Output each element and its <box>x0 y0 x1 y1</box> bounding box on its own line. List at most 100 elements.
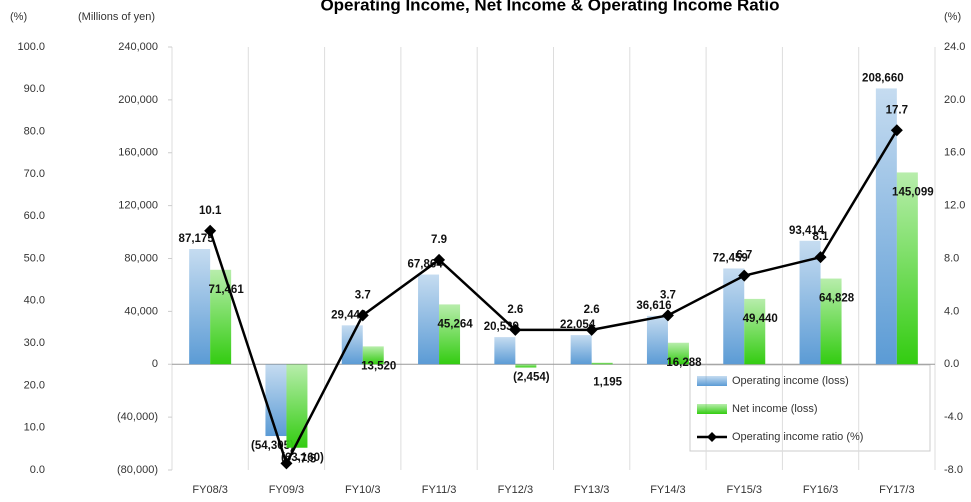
x-tick-label: FY13/3 <box>574 484 609 496</box>
value-label: 145,099 <box>892 186 934 198</box>
y2-tick-label: 20.0 <box>944 94 965 106</box>
y-tick-label: 200,000 <box>118 94 158 106</box>
legend-label: Net income (loss) <box>732 403 818 415</box>
x-tick-label: FY09/3 <box>269 484 304 496</box>
value-label: 29,443 <box>331 309 366 321</box>
value-label: 72,459 <box>713 252 748 264</box>
x-tick-label: FY16/3 <box>803 484 838 496</box>
y-tick-label: (80,000) <box>117 464 158 476</box>
value-label: 3.7 <box>355 289 371 301</box>
x-tick-label: FY14/3 <box>650 484 685 496</box>
y2-axis-label: (%) <box>944 11 961 23</box>
y3-tick-label: 90.0 <box>24 83 45 95</box>
y3-tick-label: 40.0 <box>24 295 45 307</box>
value-label: 16,288 <box>666 357 702 369</box>
marker <box>356 309 369 322</box>
value-label: 22,054 <box>560 319 596 331</box>
value-label: 36,616 <box>636 300 671 312</box>
y2-tick-label: 12.0 <box>944 200 965 212</box>
legend-marker <box>707 432 717 442</box>
y2-tick-label: 8.0 <box>944 252 959 264</box>
bar <box>515 364 537 368</box>
bar <box>265 364 287 437</box>
marker <box>814 251 827 264</box>
bar <box>744 298 766 365</box>
value-label: (54,305) <box>251 440 294 452</box>
value-label: 17.7 <box>886 104 908 116</box>
bar <box>286 364 308 448</box>
y3-axis-label: (%) <box>10 11 27 23</box>
marker <box>585 323 598 336</box>
marker <box>738 269 751 282</box>
value-label: 13,520 <box>361 360 396 372</box>
value-label: 7.9 <box>431 234 447 246</box>
y2-tick-label: -4.0 <box>944 411 963 423</box>
y-tick-label: 0 <box>152 358 158 370</box>
x-tick-label: FY11/3 <box>422 484 457 496</box>
value-label: 67,864 <box>407 259 443 271</box>
value-label: 45,264 <box>437 318 473 330</box>
marker <box>509 323 522 336</box>
y3-tick-label: 80.0 <box>24 126 45 138</box>
bar <box>646 315 668 365</box>
value-label: 6.7 <box>736 250 752 262</box>
bar <box>591 362 613 365</box>
marker <box>890 124 903 137</box>
value-label: 2.6 <box>507 304 523 316</box>
y3-tick-label: 20.0 <box>24 379 45 391</box>
x-tick-label: FY12/3 <box>498 484 533 496</box>
legend-swatch <box>697 404 727 414</box>
y-tick-label: 160,000 <box>118 147 158 159</box>
y2-tick-label: 16.0 <box>944 147 965 159</box>
value-label: 71,461 <box>209 284 245 296</box>
bar <box>210 269 232 365</box>
legend-label: Operating income ratio (%) <box>732 431 863 443</box>
y3-tick-label: 70.0 <box>24 168 45 180</box>
value-label: 93,414 <box>789 225 825 237</box>
y3-tick-label: 100.0 <box>17 41 45 53</box>
y2-tick-label: -8.0 <box>944 464 963 476</box>
bar <box>362 346 384 365</box>
y3-tick-label: 0.0 <box>30 464 45 476</box>
bar <box>418 274 440 365</box>
value-label: 2.6 <box>584 304 600 316</box>
bar <box>723 268 745 365</box>
value-label: 10.1 <box>199 205 222 217</box>
bar <box>570 335 592 365</box>
value-label: 8.1 <box>813 231 830 243</box>
marker <box>204 224 217 237</box>
y-tick-label: 80,000 <box>124 252 158 264</box>
y3-tick-label: 50.0 <box>24 252 45 264</box>
x-tick-label: FY17/3 <box>879 484 914 496</box>
y3-tick-label: 60.0 <box>24 210 45 222</box>
y2-tick-label: 24.0 <box>944 41 965 53</box>
value-label: 87,175 <box>179 233 215 245</box>
marker <box>661 309 674 322</box>
bar <box>494 337 516 365</box>
y-tick-label: 240,000 <box>118 41 158 53</box>
y2-tick-label: 0.0 <box>944 358 959 370</box>
value-label: 1,195 <box>593 377 622 389</box>
line <box>208 129 898 467</box>
y-axis-label: (Millions of yen) <box>78 11 155 23</box>
value-label: (2,454) <box>513 372 550 384</box>
y-tick-label: 120,000 <box>118 200 158 212</box>
value-label: 208,660 <box>862 72 904 84</box>
value-label: 49,440 <box>743 313 778 325</box>
bar <box>341 325 363 365</box>
legend-swatch <box>697 376 727 386</box>
bar <box>896 172 918 365</box>
value-label: 3.7 <box>660 289 676 301</box>
x-tick-label: FY15/3 <box>727 484 762 496</box>
y3-tick-label: 10.0 <box>24 422 45 434</box>
bar <box>799 240 821 365</box>
bar <box>439 304 461 365</box>
y-tick-label: (40,000) <box>117 411 158 423</box>
value-label: 64,828 <box>819 293 855 305</box>
marker <box>280 457 293 470</box>
x-tick-label: FY10/3 <box>345 484 380 496</box>
chart-title: Operating Income, Net Income & Operating… <box>320 0 779 14</box>
bar <box>189 249 211 365</box>
marker <box>433 253 446 266</box>
